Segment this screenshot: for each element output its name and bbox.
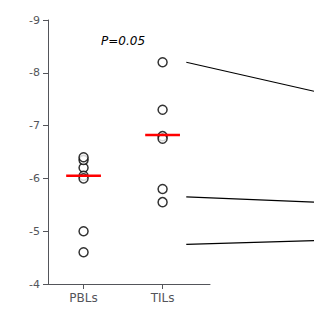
svg-text:-4: -4 [29,278,40,291]
svg-text:-7: -7 [29,119,40,132]
svg-text:-6: -6 [29,172,40,185]
svg-text:PBLs: PBLs [69,291,97,305]
svg-text:-9: -9 [29,14,40,27]
svg-text:TILs: TILs [150,291,175,305]
svg-text:P=0.05: P=0.05 [101,34,145,48]
svg-text:-8: -8 [29,66,40,79]
svg-text:-5: -5 [29,225,40,238]
